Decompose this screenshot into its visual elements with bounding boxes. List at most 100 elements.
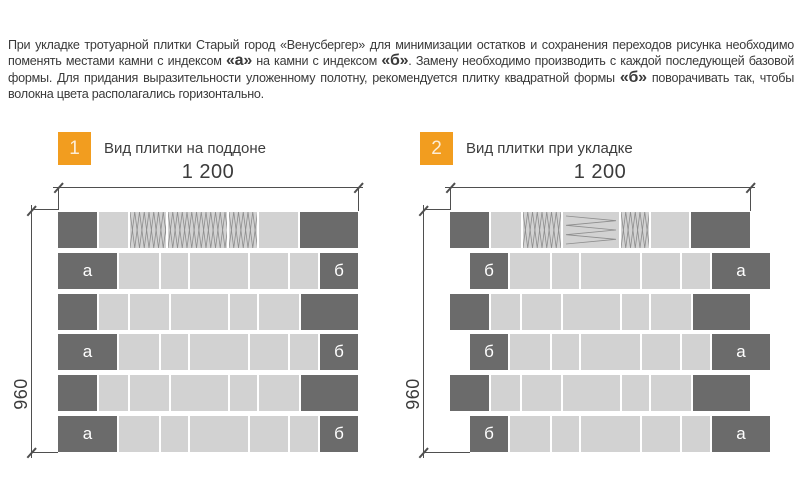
tile-index-label: а [82,424,93,443]
extension-line [358,187,359,211]
width-dimension-line [445,187,755,188]
tile-light [161,334,188,370]
tile-light [161,253,188,289]
extension-line [423,209,450,210]
tile-light [651,294,691,330]
hatch-texture [621,212,649,248]
tile-light [259,375,299,411]
tile-dark [691,212,750,248]
tile-light [581,253,640,289]
tile-dark [693,375,750,411]
extension-line [450,187,451,210]
tile-row [450,212,750,248]
tile-light [682,334,710,370]
tile-hatch-h [563,212,619,248]
tile-light [581,416,640,452]
tile-hatch-v [130,212,166,248]
section-2-badge: 2 [420,132,453,165]
tile-index-label: а [736,424,746,443]
tile-dark: а [58,416,117,452]
tile-dark [58,212,97,248]
intro-index-highlight: «б» [381,52,409,70]
tile-light [622,375,649,411]
tile-index-label: а [82,342,93,361]
extension-line [750,187,751,211]
intro-text-segment: поворачивать так, чтобы волокна цвета ра… [8,70,795,102]
tile-dark: б [470,416,508,452]
tile-light [190,334,248,370]
tile-light [491,294,520,330]
tile-dark: а [712,416,770,452]
height-dimension-line [423,205,424,458]
tile-light [171,294,228,330]
tile-light [622,294,649,330]
intro-text-segment: . Замену необходимо производить с каждой… [8,54,794,85]
tile-dark [58,294,97,330]
intro-text-segment: на камни с индексом [251,54,382,69]
tile-light [99,294,128,330]
tile-light [290,416,318,452]
tile-light [250,334,288,370]
tile-light [651,375,691,411]
tile-light [552,334,579,370]
tile-light [250,253,288,289]
tile-light [230,375,257,411]
tile-dark: а [712,334,770,370]
tile-light [682,416,710,452]
tile-light [290,253,318,289]
tile-light [290,334,318,370]
extension-line [31,209,58,210]
tile-hatch-v [621,212,649,248]
tile-dark: а [58,253,117,289]
tile-dark: а [712,253,770,289]
tile-light [119,253,159,289]
tile-light [510,334,550,370]
tile-dark [300,212,358,248]
extension-line [423,452,470,453]
tile-dark [301,294,358,330]
intro-index-highlight: «а» [226,52,252,70]
tile-index-label: б [484,424,494,443]
tile-light [510,253,550,289]
width-dimension-line [53,187,363,188]
tile-light [130,294,169,330]
tile-hatch-v [523,212,561,248]
hatch-texture [130,212,166,248]
hatch-texture [168,212,227,248]
tile-light [522,294,561,330]
intro-index-highlight: «б» [619,68,647,86]
diagram-2-width-dimension-label: 1 200 [573,161,627,183]
tile-light [491,212,521,248]
tile-row [450,375,750,411]
tile-dark: б [320,334,358,370]
tile-index-label: б [484,342,494,361]
tile-index-label: б [334,261,344,280]
intro-text-segment: При укладке тротуарной плитки Старый гор… [8,38,794,69]
tile-index-label: а [82,261,93,280]
section-1-badge: 1 [58,132,91,165]
tile-row [58,294,358,330]
tile-light [259,212,298,248]
tile-hatch-v [229,212,257,248]
tile-light [563,375,620,411]
extension-line [31,452,58,453]
tile-light [682,253,710,289]
tile-row [58,375,358,411]
tile-dark: б [320,253,358,289]
tile-dark: а [58,334,117,370]
hatch-texture [565,215,617,245]
tile-dark [450,375,489,411]
tile-dark [693,294,750,330]
tile-light [99,375,128,411]
tile-index-label: б [334,424,344,443]
tile-dark [301,375,358,411]
height-dimension-line [31,205,32,458]
tile-light [99,212,128,248]
